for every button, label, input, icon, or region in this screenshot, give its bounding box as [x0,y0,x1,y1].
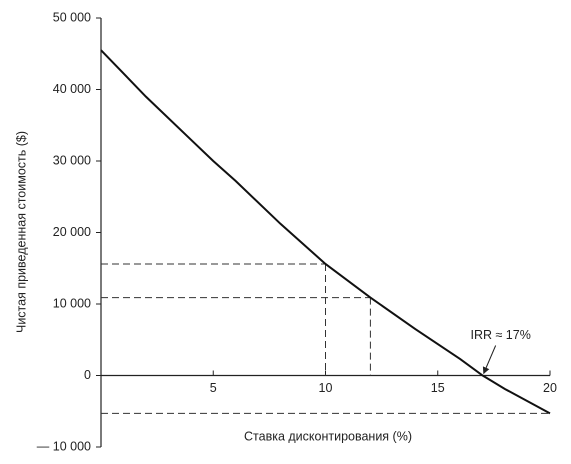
y-tick-label: — 10 000 [37,439,91,453]
annotation-arrow [482,345,497,375]
x-tick-label: 20 [543,381,557,395]
x-tick-label: 5 [210,381,217,395]
x-axis-label: Ставка дисконтирования (%) [244,429,412,443]
y-axis-label: Чистая приведенная стоимость ($) [14,131,28,333]
y-tick-label: 30 000 [53,153,91,167]
x-tick-label: 15 [431,381,445,395]
x-tick-label: 10 [319,381,333,395]
line-series [100,49,551,415]
y-tick-label: 10 000 [53,296,91,310]
y-tick-label: 0 [84,368,91,382]
y-tick-label: 40 000 [53,82,91,96]
y-tick-label: 20 000 [53,225,91,239]
y-tick-label: 50 000 [53,10,91,24]
annotation: IRR ≈ 17% [470,328,530,342]
